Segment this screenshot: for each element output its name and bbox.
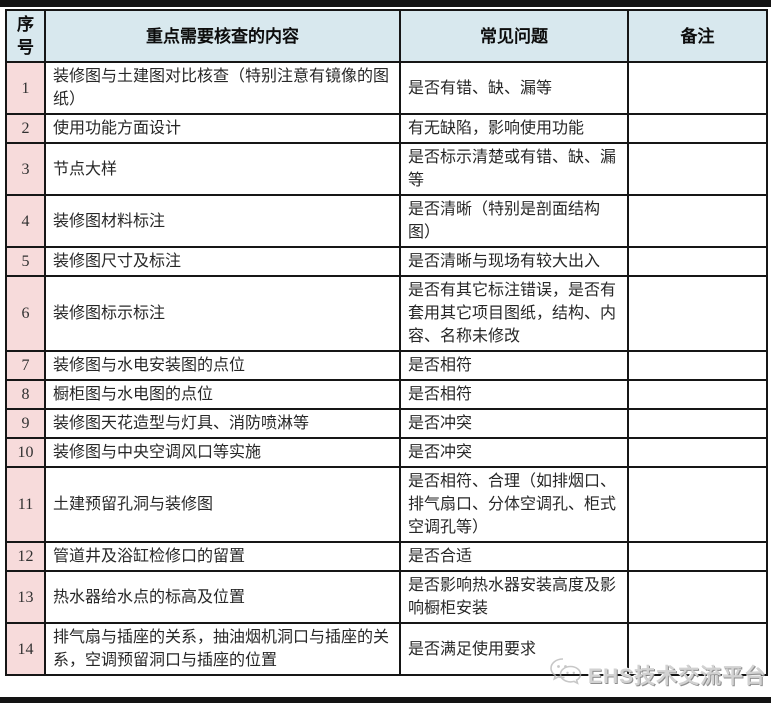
cell-issues: 是否有错、缺、漏等 [399,61,629,115]
cell-remarks [627,194,768,248]
cell-issues: 是否清晰与现场有较大出入 [399,246,629,277]
table-row: 2 使用功能方面设计 有无缺陷，影响使用功能 [5,113,768,144]
cell-index: 4 [5,194,46,248]
cell-content: 热水器给水点的标高及位置 [44,570,401,624]
table-row: 12 管道井及浴缸检修口的留置 是否合适 [5,541,768,572]
cell-index: 10 [5,437,46,468]
cell-content: 装修图材料标注 [44,194,401,248]
cell-remarks [627,466,768,543]
cell-index: 12 [5,541,46,572]
cell-issues: 是否冲突 [399,408,629,439]
column-header-issues: 常见问题 [399,9,629,63]
cell-content: 装修图尺寸及标注 [44,246,401,277]
cell-remarks [627,379,768,410]
cell-index: 8 [5,379,46,410]
column-header-index: 序号 [5,9,46,63]
cell-index: 11 [5,466,46,543]
cell-remarks [627,570,768,624]
cell-index: 13 [5,570,46,624]
cell-content: 排气扇与插座的关系，抽油烟机洞口与插座的关系，空调预留洞口与插座的位置 [44,622,401,676]
cell-issues: 是否影响热水器安装高度及影响橱柜安装 [399,570,629,624]
cell-issues: 是否相符、合理（如排烟口、排气扇口、分体空调孔、柜式空调孔等） [399,466,629,543]
table-row: 11 土建预留孔洞与装修图 是否相符、合理（如排烟口、排气扇口、分体空调孔、柜式空调… [5,466,768,543]
cell-remarks [627,113,768,144]
cell-index: 14 [5,622,46,676]
top-border-bar [0,0,771,7]
cell-remarks [627,275,768,352]
table-row: 1 装修图与土建图对比核查（特别注意有镜像的图纸） 是否有错、缺、漏等 [5,61,768,115]
cell-issues: 是否满足使用要求 [399,622,629,676]
cell-issues: 是否合适 [399,541,629,572]
cell-content: 装修图标示标注 [44,275,401,352]
cell-remarks [627,61,768,115]
cell-content: 装修图天花造型与灯具、消防喷淋等 [44,408,401,439]
cell-issues: 是否相符 [399,350,629,381]
table-row: 4 装修图材料标注 是否清晰（特别是剖面结构图） [5,194,768,248]
cell-index: 5 [5,246,46,277]
cell-content: 土建预留孔洞与装修图 [44,466,401,543]
table-row: 7 装修图与水电安装图的点位 是否相符 [5,350,768,381]
cell-index: 3 [5,142,46,196]
table-row: 9 装修图天花造型与灯具、消防喷淋等 是否冲突 [5,408,768,439]
cell-content: 橱柜图与水电图的点位 [44,379,401,410]
table-row: 10 装修图与中央空调风口等实施 是否冲突 [5,437,768,468]
cell-content: 装修图与中央空调风口等实施 [44,437,401,468]
cell-content: 管道井及浴缸检修口的留置 [44,541,401,572]
cell-remarks [627,246,768,277]
cell-remarks [627,350,768,381]
bottom-border-bar [0,697,771,703]
cell-index: 6 [5,275,46,352]
table-row: 6 装修图标示标注 是否有其它标注错误，是否有套用其它项目图纸，结构、内容、名称未修… [5,275,768,352]
cell-issues: 是否相符 [399,379,629,410]
cell-index: 9 [5,408,46,439]
inspection-checklist-table: 序号 重点需要核查的内容 常见问题 备注 1 装修图与土建图对比核查（特别注意有镜像的图… [5,9,768,676]
cell-remarks [627,142,768,196]
cell-remarks [627,541,768,572]
cell-content: 使用功能方面设计 [44,113,401,144]
cell-issues: 是否有其它标注错误，是否有套用其它项目图纸，结构、内容、名称未修改 [399,275,629,352]
table-body: 1 装修图与土建图对比核查（特别注意有镜像的图纸） 是否有错、缺、漏等 2 使用功能方面… [5,61,768,676]
cell-issues: 是否清晰（特别是剖面结构图） [399,194,629,248]
table-row: 8 橱柜图与水电图的点位 是否相符 [5,379,768,410]
cell-issues: 是否标示清楚或有错、缺、漏等 [399,142,629,196]
column-header-content: 重点需要核查的内容 [44,9,401,63]
table-row: 13 热水器给水点的标高及位置 是否影响热水器安装高度及影响橱柜安装 [5,570,768,624]
cell-remarks [627,622,768,676]
header-row: 序号 重点需要核查的内容 常见问题 备注 [5,9,768,63]
cell-issues: 有无缺陷，影响使用功能 [399,113,629,144]
cell-content: 装修图与水电安装图的点位 [44,350,401,381]
table-row: 5 装修图尺寸及标注 是否清晰与现场有较大出入 [5,246,768,277]
cell-content: 装修图与土建图对比核查（特别注意有镜像的图纸） [44,61,401,115]
table-row: 3 节点大样 是否标示清楚或有错、缺、漏等 [5,142,768,196]
column-header-remarks: 备注 [627,9,768,63]
cell-remarks [627,437,768,468]
table-row: 14 排气扇与插座的关系，抽油烟机洞口与插座的关系，空调预留洞口与插座的位置 是否满… [5,622,768,676]
cell-index: 1 [5,61,46,115]
cell-index: 2 [5,113,46,144]
cell-remarks [627,408,768,439]
cell-issues: 是否冲突 [399,437,629,468]
cell-index: 7 [5,350,46,381]
cell-content: 节点大样 [44,142,401,196]
